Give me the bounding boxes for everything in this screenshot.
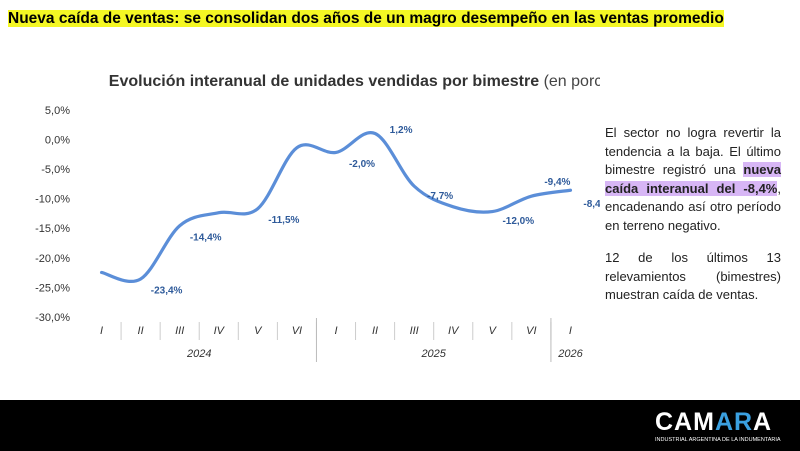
line (99, 131, 573, 283)
x-tick-label: I (569, 325, 572, 337)
chart-title: Evolución interanual de unidades vendida… (109, 73, 600, 90)
chart: Evolución interanual de unidades vendida… (35, 73, 600, 362)
x-tick-label: I (334, 325, 337, 337)
side-text: El sector no logra revertir la tendencia… (605, 124, 781, 319)
x-tick-label: IV (448, 325, 460, 337)
x-tick-label: I (100, 325, 103, 337)
x-group-label: 2026 (557, 348, 583, 360)
value-label: -2,0% (349, 159, 375, 170)
y-tick-label: -15,0% (35, 223, 70, 235)
y-tick-label: -30,0% (35, 312, 70, 324)
y-tick-label: -25,0% (35, 282, 70, 294)
value-label: -14,4% (190, 232, 222, 243)
header-title: Nueva caída de ventas: se consolidan dos… (8, 10, 724, 27)
x-tick-label: VI (526, 325, 536, 337)
logo-part: A (753, 408, 773, 436)
value-label: -7,7% (427, 191, 453, 202)
x-tick-label: VI (292, 325, 302, 337)
x-group-label: 2024 (186, 348, 211, 360)
value-label: 1,2% (390, 125, 413, 136)
x-tick-label: V (254, 325, 263, 337)
header: Nueva caída de ventas: se consolidan dos… (8, 8, 788, 30)
y-tick-label: 5,0% (45, 105, 70, 117)
y-tick-label: -5,0% (41, 164, 70, 176)
x-tick-label: IV (214, 325, 226, 337)
value-label: -12,0% (502, 216, 534, 227)
logo-tagline: INDUSTRIAL ARGENTINA DE LA INDUMENTARIA (655, 437, 781, 443)
x-tick-label: II (138, 325, 144, 337)
logo: CAMARA (655, 408, 772, 437)
y-tick-label: 0,0% (45, 134, 70, 146)
text: , encadenando así otro período en terren… (605, 180, 781, 233)
text: El sector no logra revertir la tendencia… (605, 125, 781, 177)
footer: CAMARA INDUSTRIAL ARGENTINA DE LA INDUME… (0, 400, 800, 451)
x-tick-label: III (175, 325, 184, 337)
paragraph: 12 de los últimos 13 relevamientos (bime… (605, 250, 781, 302)
value-label: -8,4% (583, 199, 600, 210)
value-label: -23,4% (151, 286, 183, 297)
x-tick-label: V (489, 325, 498, 337)
value-label: -9,4% (544, 177, 570, 188)
paragraph: El sector no logra revertir la tendencia… (605, 124, 781, 235)
y-tick-label: -10,0% (35, 194, 70, 206)
title-main: Evolución interanual de unidades vendida… (109, 73, 539, 90)
x-group-label: 2025 (420, 348, 446, 360)
title-sub: (en porcentaje) (544, 73, 600, 90)
y-tick-label: -20,0% (35, 253, 70, 265)
logo-part: CAM (655, 408, 715, 436)
value-label: -11,5% (268, 215, 299, 226)
x-tick-label: III (410, 325, 419, 337)
logo-part: AR (714, 408, 754, 436)
x-tick-label: II (372, 325, 378, 337)
